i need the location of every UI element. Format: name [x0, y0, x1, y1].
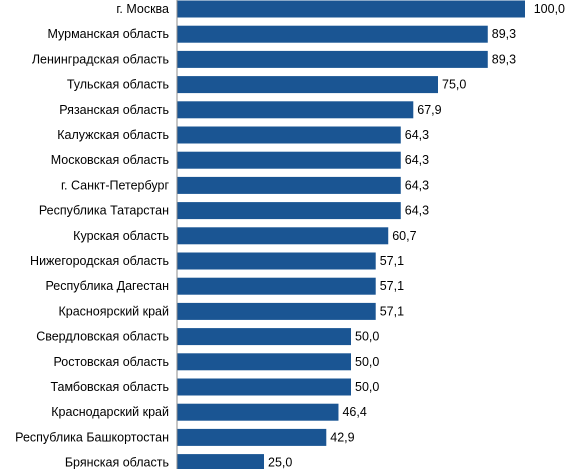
bar — [177, 76, 438, 94]
category-label: Республика Татарстан — [39, 204, 169, 218]
bar — [177, 277, 376, 295]
bar — [177, 428, 327, 446]
value-label: 42,9 — [330, 430, 354, 444]
category-label: Брянская область — [65, 456, 169, 469]
value-label: 67,9 — [417, 103, 441, 117]
bar — [177, 50, 488, 68]
value-label: 60,7 — [392, 229, 416, 243]
category-label: Ростовская область — [54, 355, 170, 369]
category-label: Ленинградская область — [32, 52, 169, 66]
bar — [177, 328, 351, 346]
category-label: Республика Башкортостан — [15, 430, 169, 444]
bar — [177, 126, 401, 144]
value-label: 46,4 — [342, 405, 366, 419]
value-label: 50,0 — [355, 355, 379, 369]
bar — [177, 227, 389, 245]
category-label: г. Санкт-Петербург — [61, 178, 169, 192]
value-label: 57,1 — [380, 254, 404, 268]
value-label: 25,0 — [268, 456, 292, 469]
value-label: 89,3 — [492, 52, 516, 66]
category-label: Свердловская область — [36, 330, 169, 344]
bar — [177, 302, 376, 320]
category-label: Рязанская область — [59, 103, 169, 117]
bar — [177, 176, 401, 194]
bar — [177, 454, 264, 469]
value-label: 57,1 — [380, 304, 404, 318]
category-label: Калужская область — [57, 128, 169, 142]
bar — [177, 353, 351, 371]
value-label: 89,3 — [492, 27, 516, 41]
bar — [177, 403, 339, 421]
bar — [177, 151, 401, 169]
category-label: Мурманская область — [47, 27, 169, 41]
category-labels: г. Москва Мурманская область Ленинградская… — [15, 2, 169, 469]
bar — [177, 101, 414, 119]
value-labels: 100,0 89,3 89,3 75,067,9 64,3 64,3 64,3 64,3 60,… — [268, 2, 565, 469]
category-label: Красноярский край — [58, 304, 169, 318]
value-label: 50,0 — [355, 330, 379, 344]
value-label: 64,3 — [405, 204, 429, 218]
value-label: 50,0 — [355, 380, 379, 394]
bar — [177, 0, 525, 18]
value-label: 75,0 — [442, 78, 466, 92]
category-label: Тамбовская область — [50, 380, 169, 394]
value-label: 64,3 — [405, 128, 429, 142]
value-label: 64,3 — [405, 178, 429, 192]
category-label: Тульская область — [67, 78, 169, 92]
bar — [177, 25, 488, 43]
value-label: 57,1 — [380, 279, 404, 293]
bar — [177, 252, 376, 270]
category-label: Нижегородская область — [30, 254, 169, 268]
category-label: г. Москва — [116, 2, 169, 16]
category-label: Краснодарский край — [51, 405, 169, 419]
category-label: Курская область — [73, 229, 169, 243]
value-label: 100,0 — [534, 2, 565, 16]
value-label: 64,3 — [405, 153, 429, 167]
bars — [177, 0, 525, 469]
category-label: Республика Дагестан — [45, 279, 169, 293]
bar — [177, 378, 351, 396]
bar — [177, 202, 401, 220]
category-label: Московская область — [51, 153, 169, 167]
